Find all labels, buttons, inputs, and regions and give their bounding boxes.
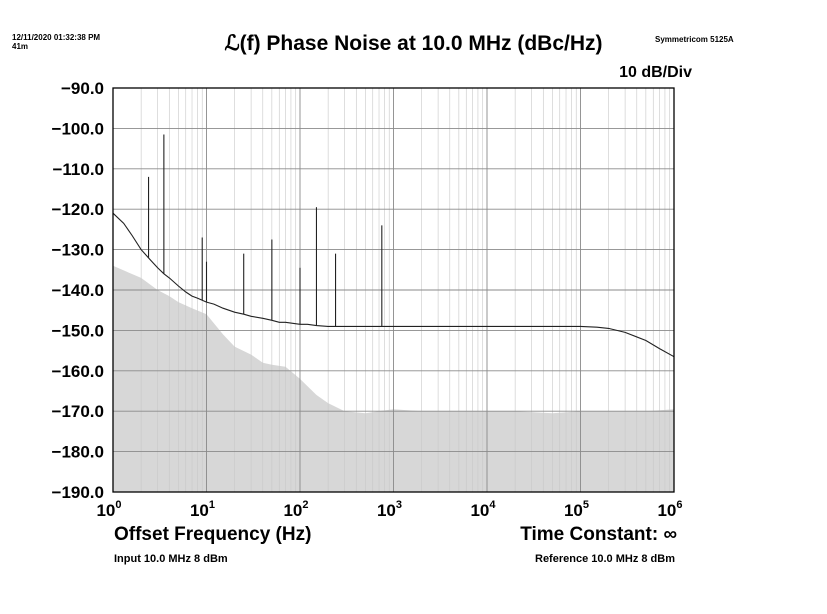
y-tick-label: −90.0: [61, 79, 104, 98]
y-tick-label: −180.0: [52, 443, 104, 462]
reference-info: Reference 10.0 MHz 8 dBm: [535, 553, 675, 565]
x-tick-exponent: 5: [583, 499, 589, 511]
x-tick-label: 106: [657, 499, 682, 520]
timestamp-block: 12/11/2020 01:32:38 PM 41m: [12, 33, 100, 51]
y-tick-label: −170.0: [52, 402, 104, 421]
y-tick-label: −190.0: [52, 483, 104, 502]
y-tick-label: −110.0: [52, 160, 104, 179]
x-tick-base: 10: [470, 501, 489, 520]
x-tick-base: 10: [657, 501, 676, 520]
timestamp: 12/11/2020 01:32:38 PM: [12, 33, 101, 42]
x-tick-exponent: 1: [209, 499, 215, 511]
x-tick-label: 103: [377, 499, 402, 520]
noise-floor-area: [113, 265, 674, 492]
x-tick-exponent: 6: [676, 499, 682, 511]
x-tick-base: 10: [96, 501, 115, 520]
noise-floor-layer: [113, 265, 674, 492]
x-tick-base: 10: [283, 501, 302, 520]
x-tick-labels: 100 101 102 103 104 105 106: [96, 499, 682, 520]
y-tick-label: −140.0: [52, 281, 104, 300]
x-tick-exponent: 3: [396, 499, 402, 511]
trace-layer: [112, 134, 675, 358]
y-tick-label: −100.0: [52, 119, 104, 138]
chart-title: ℒ(f) Phase Noise at 10.0 MHz (dBc/Hz): [224, 32, 603, 55]
y-tick-labels: −90.0 −100.0 −110.0 −120.0 −130.0 −140.0 −150.…: [52, 79, 104, 502]
x-tick-label: 104: [470, 499, 496, 520]
x-tick-exponent: 4: [489, 499, 496, 511]
y-tick-label: −120.0: [52, 200, 104, 219]
x-tick-base: 10: [190, 501, 209, 520]
x-tick-exponent: 0: [115, 499, 121, 511]
instrument-label: Symmetricom 5125A: [655, 35, 734, 44]
input-info: Input 10.0 MHz 8 dBm: [114, 553, 228, 565]
y-tick-label: −130.0: [52, 241, 104, 260]
x-tick-label: 101: [190, 499, 215, 520]
scale-label: 10 dB/Div: [619, 64, 692, 81]
x-tick-exponent: 2: [302, 499, 308, 511]
phase-noise-trace: [112, 212, 675, 358]
x-tick-base: 10: [377, 501, 396, 520]
x-tick-label: 105: [564, 499, 589, 520]
x-tick-label: 100: [96, 499, 121, 520]
x-tick-base: 10: [564, 501, 583, 520]
x-axis-label: Offset Frequency (Hz): [114, 524, 312, 545]
plot-frame: [112, 87, 675, 493]
x-tick-label: 102: [283, 499, 308, 520]
time-constant-label: Time Constant: ∞: [520, 524, 677, 545]
y-tick-label: −160.0: [52, 362, 104, 381]
duration: 41m: [12, 42, 29, 51]
y-tick-label: −150.0: [52, 321, 104, 340]
